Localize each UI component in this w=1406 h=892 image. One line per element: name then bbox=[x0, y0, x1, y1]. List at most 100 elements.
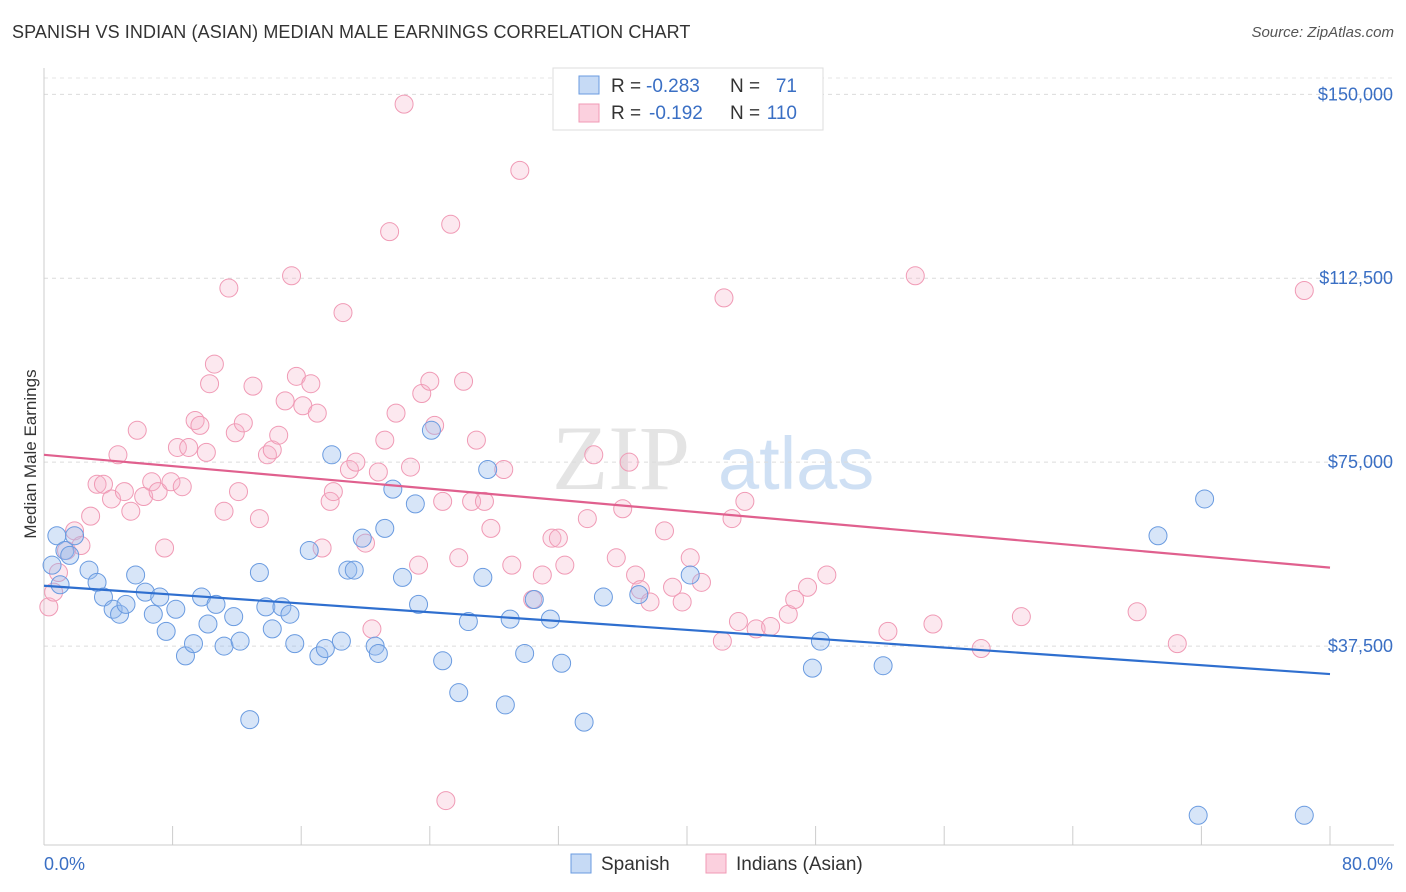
indian-point bbox=[1167, 634, 1187, 654]
indian-point bbox=[481, 518, 501, 538]
spanish-point bbox=[230, 631, 250, 651]
indian-point bbox=[155, 538, 175, 558]
indian-point bbox=[386, 403, 406, 423]
indian-point bbox=[87, 474, 107, 494]
spanish-trend-line bbox=[43, 584, 1331, 676]
indian-point bbox=[225, 423, 245, 443]
spanish-point bbox=[198, 614, 218, 634]
spanish-point bbox=[629, 585, 649, 605]
spanish-point bbox=[126, 565, 146, 585]
indian-point bbox=[626, 565, 646, 585]
x-tick-label: 80.0% bbox=[1342, 854, 1393, 874]
indian-point bbox=[735, 491, 755, 511]
legend-swatch-spanish bbox=[570, 853, 592, 874]
spanish-point bbox=[331, 631, 351, 651]
spanish-point bbox=[166, 599, 186, 619]
legend-swatch-indian bbox=[705, 853, 727, 874]
spanish-point bbox=[810, 631, 830, 651]
spanish-point bbox=[224, 607, 244, 627]
y-tick-label: $37,500 bbox=[1328, 636, 1393, 656]
spanish-point bbox=[375, 518, 395, 538]
indian-point bbox=[1011, 607, 1031, 627]
stats-r-label-indian: R = bbox=[611, 103, 641, 124]
indian-trend-line bbox=[43, 453, 1331, 569]
spanish-point bbox=[524, 589, 544, 609]
x-tick-label: 0.0% bbox=[44, 854, 85, 874]
indian-point bbox=[474, 491, 494, 511]
spanish-point bbox=[1148, 526, 1168, 546]
stats-n-value-spanish: 71 bbox=[776, 76, 797, 97]
indian-point bbox=[785, 589, 805, 609]
spanish-point bbox=[405, 494, 425, 514]
indian-point bbox=[449, 548, 469, 568]
indian-point bbox=[1127, 602, 1147, 622]
indian-point bbox=[275, 391, 295, 411]
y-tick-label: $75,000 bbox=[1328, 452, 1393, 472]
spanish-point bbox=[309, 646, 329, 666]
indian-point bbox=[39, 597, 59, 617]
indian-point bbox=[441, 214, 461, 234]
indian-point bbox=[640, 592, 660, 612]
spanish-point bbox=[593, 587, 613, 607]
indian-point bbox=[233, 413, 253, 433]
spanish-point bbox=[368, 643, 388, 663]
indian-point bbox=[219, 278, 239, 298]
indian-point bbox=[1294, 281, 1314, 301]
spanish-point bbox=[50, 575, 70, 595]
spanish-point bbox=[552, 653, 572, 673]
indian-point bbox=[134, 486, 154, 506]
indian-point bbox=[672, 592, 692, 612]
spanish-point bbox=[458, 612, 478, 632]
indian-point bbox=[542, 528, 562, 548]
spanish-point bbox=[495, 695, 515, 715]
indian-point bbox=[93, 474, 113, 494]
indian-point bbox=[494, 460, 514, 480]
spanish-point bbox=[156, 621, 176, 641]
y-tick-label: $112,500 bbox=[1319, 268, 1393, 288]
spanish-point bbox=[60, 545, 80, 565]
spanish-point bbox=[433, 651, 453, 671]
indian-point bbox=[142, 472, 162, 492]
indian-point bbox=[214, 501, 234, 521]
indian-point bbox=[798, 577, 818, 597]
spanish-point bbox=[42, 555, 62, 575]
stats-r-value-indian: -0.192 bbox=[649, 103, 703, 124]
indian-point bbox=[454, 371, 474, 391]
stats-swatch-indian bbox=[578, 103, 600, 123]
indian-point bbox=[905, 266, 925, 286]
spanish-point bbox=[338, 560, 358, 580]
spanish-point bbox=[214, 636, 234, 656]
spanish-point bbox=[183, 634, 203, 654]
spanish-point bbox=[240, 710, 260, 730]
indian-point bbox=[108, 445, 128, 465]
indian-point bbox=[200, 374, 220, 394]
indian-point bbox=[712, 631, 732, 651]
spanish-point bbox=[299, 540, 319, 560]
spanish-point bbox=[143, 604, 163, 624]
spanish-point bbox=[249, 563, 269, 583]
spanish-point bbox=[1294, 805, 1314, 825]
spanish-point bbox=[344, 560, 364, 580]
y-tick-label: $150,000 bbox=[1318, 84, 1393, 104]
indian-point bbox=[409, 555, 429, 575]
indian-point bbox=[161, 472, 181, 492]
spanish-point bbox=[680, 565, 700, 585]
legend-label-indian: Indians (Asian) bbox=[736, 854, 863, 875]
indian-point bbox=[362, 619, 382, 639]
indian-point bbox=[663, 577, 683, 597]
indian-point bbox=[613, 499, 633, 519]
chart-title: SPANISH VS INDIAN (ASIAN) MEDIAN MALE EA… bbox=[12, 22, 691, 42]
indian-point bbox=[728, 612, 748, 632]
trend-lines bbox=[43, 453, 1331, 676]
spanish-point bbox=[352, 528, 372, 548]
spanish-point bbox=[383, 479, 403, 499]
indian-point bbox=[401, 457, 421, 477]
indian-point bbox=[878, 621, 898, 641]
indian-point bbox=[346, 452, 366, 472]
spanish-point bbox=[1188, 805, 1208, 825]
indian-point bbox=[619, 452, 639, 472]
indian-point bbox=[436, 791, 456, 811]
watermark-atlas: atlas bbox=[718, 422, 874, 505]
indian-point bbox=[148, 482, 168, 502]
